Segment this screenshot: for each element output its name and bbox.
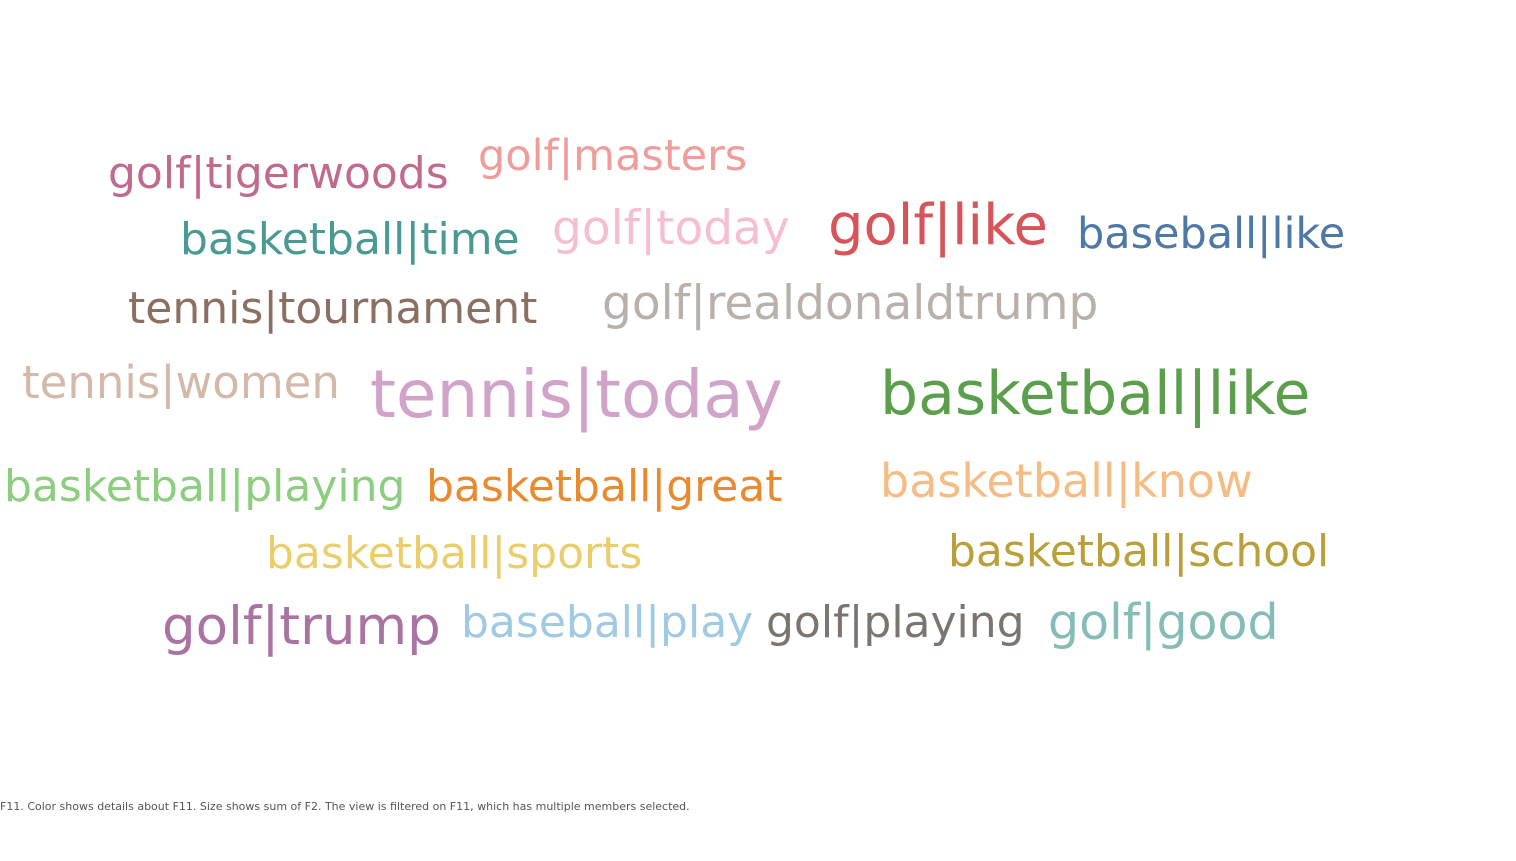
word-14[interactable]: basketball|sports [266, 528, 643, 579]
word-7[interactable]: golf|realdonaldtrump [602, 276, 1099, 331]
word-11[interactable]: basketball|playing [4, 461, 406, 512]
word-18[interactable]: golf|playing [766, 597, 1025, 648]
word-5[interactable]: baseball|like [1077, 209, 1346, 259]
word-6[interactable]: tennis|tournament [128, 283, 538, 334]
word-3[interactable]: golf|today [552, 201, 790, 256]
word-19[interactable]: golf|good [1048, 594, 1279, 651]
word-8[interactable]: tennis|women [22, 356, 340, 409]
word-15[interactable]: basketball|school [948, 526, 1330, 577]
word-2[interactable]: basketball|time [180, 214, 520, 265]
word-4[interactable]: golf|like [828, 193, 1048, 258]
word-16[interactable]: golf|trump [162, 596, 441, 657]
word-1[interactable]: golf|masters [478, 131, 748, 181]
word-0[interactable]: golf|tigerwoods [108, 148, 449, 199]
word-10[interactable]: basketball|like [880, 359, 1311, 429]
word-9[interactable]: tennis|today [370, 356, 783, 433]
word-17[interactable]: baseball|play [461, 597, 754, 648]
word-12[interactable]: basketball|great [426, 461, 783, 512]
chart-caption: F11. Color shows details about F11. Size… [0, 800, 690, 813]
word-13[interactable]: basketball|know [880, 454, 1253, 508]
